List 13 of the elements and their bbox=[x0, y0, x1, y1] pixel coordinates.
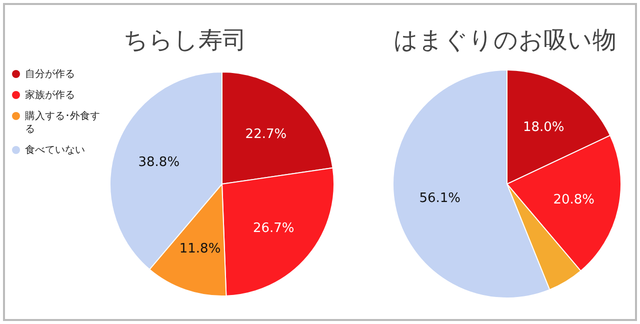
data-label: 18.0% bbox=[522, 120, 564, 136]
legend-label: 購入する･外食する bbox=[25, 110, 101, 136]
legend-label: 家族が作る bbox=[25, 89, 75, 102]
data-label: 38.8% bbox=[138, 154, 180, 170]
chart-title: はまぐりのお吸い物 bbox=[394, 26, 616, 54]
data-label: 22.7% bbox=[245, 127, 287, 142]
data-label: 56.1% bbox=[419, 191, 461, 206]
data-label: 11.8% bbox=[179, 242, 221, 257]
legend-label: 食べていない bbox=[25, 144, 85, 157]
data-label: 26.7% bbox=[252, 220, 294, 236]
data-label: 20.8% bbox=[553, 192, 594, 208]
chart-title: ちらし寿司 bbox=[124, 26, 246, 54]
legend-label: 自分が作る bbox=[25, 68, 75, 81]
